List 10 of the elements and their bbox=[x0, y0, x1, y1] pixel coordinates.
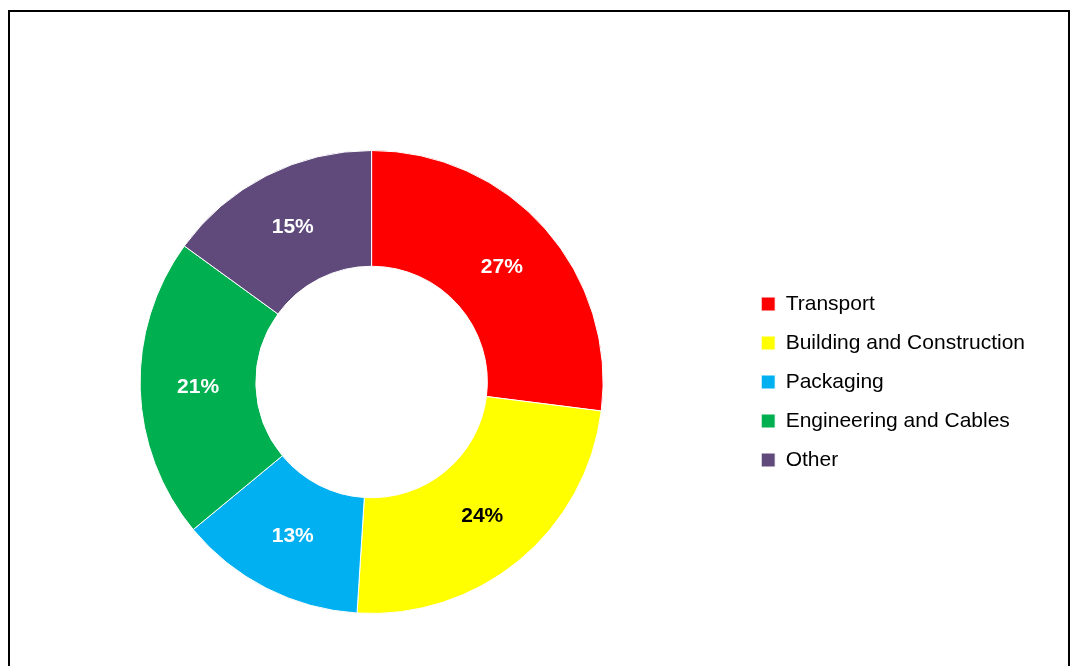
legend-label: Other bbox=[785, 446, 839, 470]
data-label: 15% bbox=[271, 214, 315, 238]
data-label: 27% bbox=[480, 253, 524, 277]
data-label: 13% bbox=[271, 523, 315, 547]
data-label: 24% bbox=[461, 502, 504, 526]
legend-label: Engineering and Cables bbox=[785, 407, 1010, 431]
legend-label: Packaging bbox=[785, 368, 884, 392]
legend-label: Building and Construction bbox=[785, 329, 1026, 353]
legend-label: Transport bbox=[785, 290, 875, 314]
data-label: 21% bbox=[177, 374, 220, 398]
